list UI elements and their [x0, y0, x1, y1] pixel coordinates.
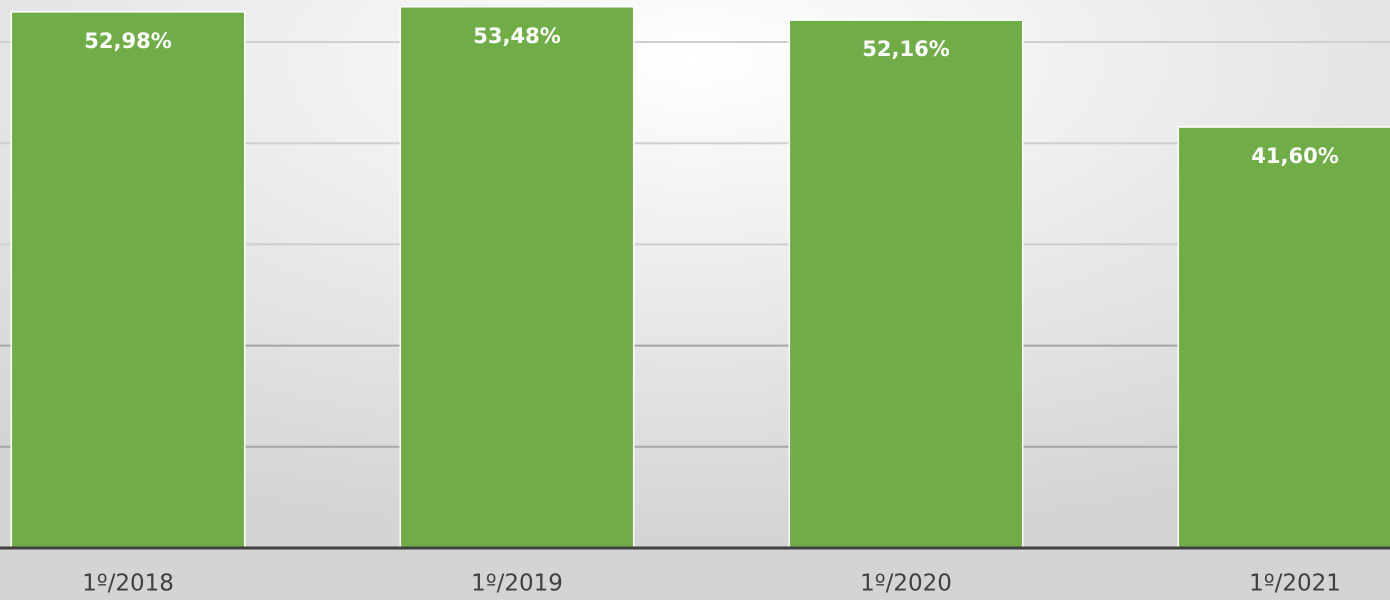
- x-tick-label: 1º/2018: [82, 571, 174, 597]
- x-tick-label: 1º/2020: [860, 571, 952, 597]
- bar: [788, 19, 1024, 549]
- bar: [1177, 126, 1390, 549]
- bar: [10, 11, 246, 549]
- value-label: 53,48%: [473, 24, 560, 48]
- value-label: 52,16%: [862, 37, 949, 61]
- x-tick-label: 1º/2019: [471, 571, 563, 597]
- value-label: 41,60%: [1251, 144, 1338, 168]
- x-tick-label: 1º/2021: [1249, 571, 1341, 597]
- bar: [399, 6, 635, 549]
- value-label: 52,98%: [84, 29, 171, 53]
